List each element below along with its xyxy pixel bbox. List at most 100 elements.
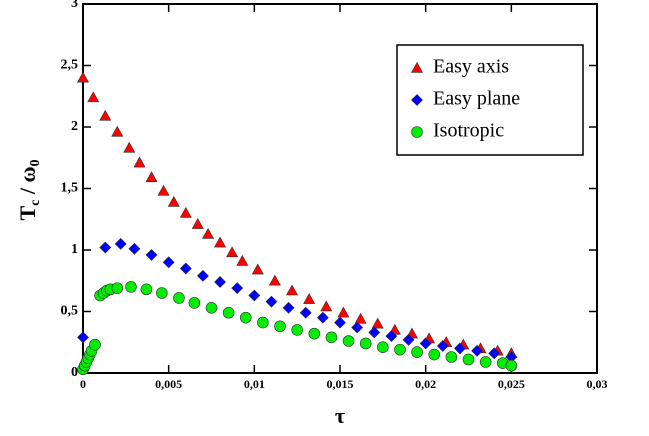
triangle-marker xyxy=(111,125,124,137)
y-tick-label: 1,5 xyxy=(61,181,79,196)
y-tick-label: 0,5 xyxy=(61,304,79,319)
x-tick-label: 0,03 xyxy=(587,377,608,391)
y-axis-label: Tc / ω0 xyxy=(15,159,43,220)
diamond-marker xyxy=(99,241,112,254)
diamond-marker xyxy=(282,301,295,314)
circle-marker xyxy=(479,356,492,368)
triangle-marker xyxy=(123,141,136,153)
legend-box xyxy=(396,44,584,156)
diamond-marker xyxy=(402,333,415,346)
triangle-marker xyxy=(99,109,112,121)
triangle-marker xyxy=(179,206,192,218)
diamond-marker xyxy=(265,295,278,308)
triangle-marker xyxy=(157,184,170,196)
diamond-marker xyxy=(316,311,329,324)
circle-marker xyxy=(359,337,372,350)
triangle-marker xyxy=(214,236,227,248)
triangle-marker xyxy=(236,254,249,266)
x-tick-label: 0,005 xyxy=(155,377,182,391)
diamond-marker xyxy=(488,347,501,360)
diamond-marker xyxy=(368,326,381,339)
y-label-sub: c xyxy=(28,200,43,206)
triangle-marker xyxy=(145,171,158,183)
diamond-marker xyxy=(128,242,141,255)
triangle-marker xyxy=(226,246,239,258)
circle-marker xyxy=(173,292,185,304)
diamond-marker xyxy=(179,262,192,275)
diamond-marker xyxy=(351,321,364,334)
triangle-marker xyxy=(76,71,90,83)
circle-marker xyxy=(342,335,355,347)
triangle-marker xyxy=(371,317,384,329)
y-tick-label: 2 xyxy=(71,119,78,134)
y-label-part: / ω xyxy=(15,166,40,199)
circle-marker xyxy=(505,359,518,372)
legend-label: Isotropic xyxy=(433,120,504,142)
triangle-marker xyxy=(251,263,264,275)
circle-marker xyxy=(291,324,303,336)
circle-marker xyxy=(188,297,201,309)
diamond-marker xyxy=(248,289,261,302)
circle-marker xyxy=(428,348,441,361)
circle-marker xyxy=(257,316,269,329)
diamond-marker xyxy=(436,340,449,352)
legend-label: Easy plane xyxy=(433,88,520,110)
y-tick-label: 0 xyxy=(71,365,78,380)
circle-marker xyxy=(222,306,235,319)
diamond-marker xyxy=(231,282,244,295)
x-axis-label: τ xyxy=(335,403,345,428)
triangle-marker xyxy=(303,293,316,304)
x-tick-label: 0,015 xyxy=(327,377,354,391)
x-tick-label: 0,01 xyxy=(244,377,265,391)
circle-marker xyxy=(125,281,137,293)
diamond-marker xyxy=(197,269,209,282)
triangle-marker xyxy=(133,156,146,168)
triangle-marker xyxy=(167,195,180,207)
circle-marker xyxy=(156,287,168,299)
circle-marker xyxy=(111,282,124,294)
triangle-marker xyxy=(202,227,215,239)
diamond-marker xyxy=(162,256,175,269)
x-tick-label: 0,02 xyxy=(415,377,436,391)
y-tick-label: 1 xyxy=(71,242,78,257)
y-label-sub: 0 xyxy=(28,159,43,166)
y-tick-label: 3 xyxy=(71,0,78,11)
diamond-marker xyxy=(299,306,312,319)
circle-marker xyxy=(377,341,389,353)
diamond-marker xyxy=(77,331,89,344)
triangle-marker xyxy=(268,274,281,286)
circle-marker xyxy=(89,338,101,351)
diamond-marker xyxy=(419,337,432,350)
triangle-marker xyxy=(410,61,424,73)
circle-marker xyxy=(308,327,321,340)
circle-marker xyxy=(274,320,286,333)
diamond-marker xyxy=(411,94,423,106)
diamond-marker xyxy=(454,342,466,355)
diamond-marker xyxy=(114,237,127,250)
triangle-marker xyxy=(354,312,367,324)
circle-marker xyxy=(445,351,458,363)
triangle-marker xyxy=(320,300,333,312)
triangle-marker xyxy=(87,91,100,103)
triangle-marker xyxy=(286,284,299,296)
triangle-marker xyxy=(191,218,204,229)
circle-marker xyxy=(394,343,406,356)
diamond-marker xyxy=(214,276,226,288)
y-label-part: T xyxy=(15,206,40,221)
circle-marker xyxy=(140,283,153,296)
diamond-marker xyxy=(334,316,346,329)
circle-marker xyxy=(325,331,338,344)
diamond-marker xyxy=(385,330,398,343)
x-tick-label: 0,025 xyxy=(498,377,525,391)
diamond-marker xyxy=(145,248,158,261)
circle-marker xyxy=(462,353,475,366)
diamond-marker xyxy=(471,344,483,357)
circle-marker xyxy=(411,346,423,358)
circle-marker xyxy=(205,302,218,314)
circle-marker xyxy=(411,126,423,138)
y-tick-label: 2,5 xyxy=(61,58,79,73)
x-tick-label: 0 xyxy=(80,377,86,391)
circle-marker xyxy=(239,311,252,324)
legend-label: Easy axis xyxy=(433,56,509,78)
